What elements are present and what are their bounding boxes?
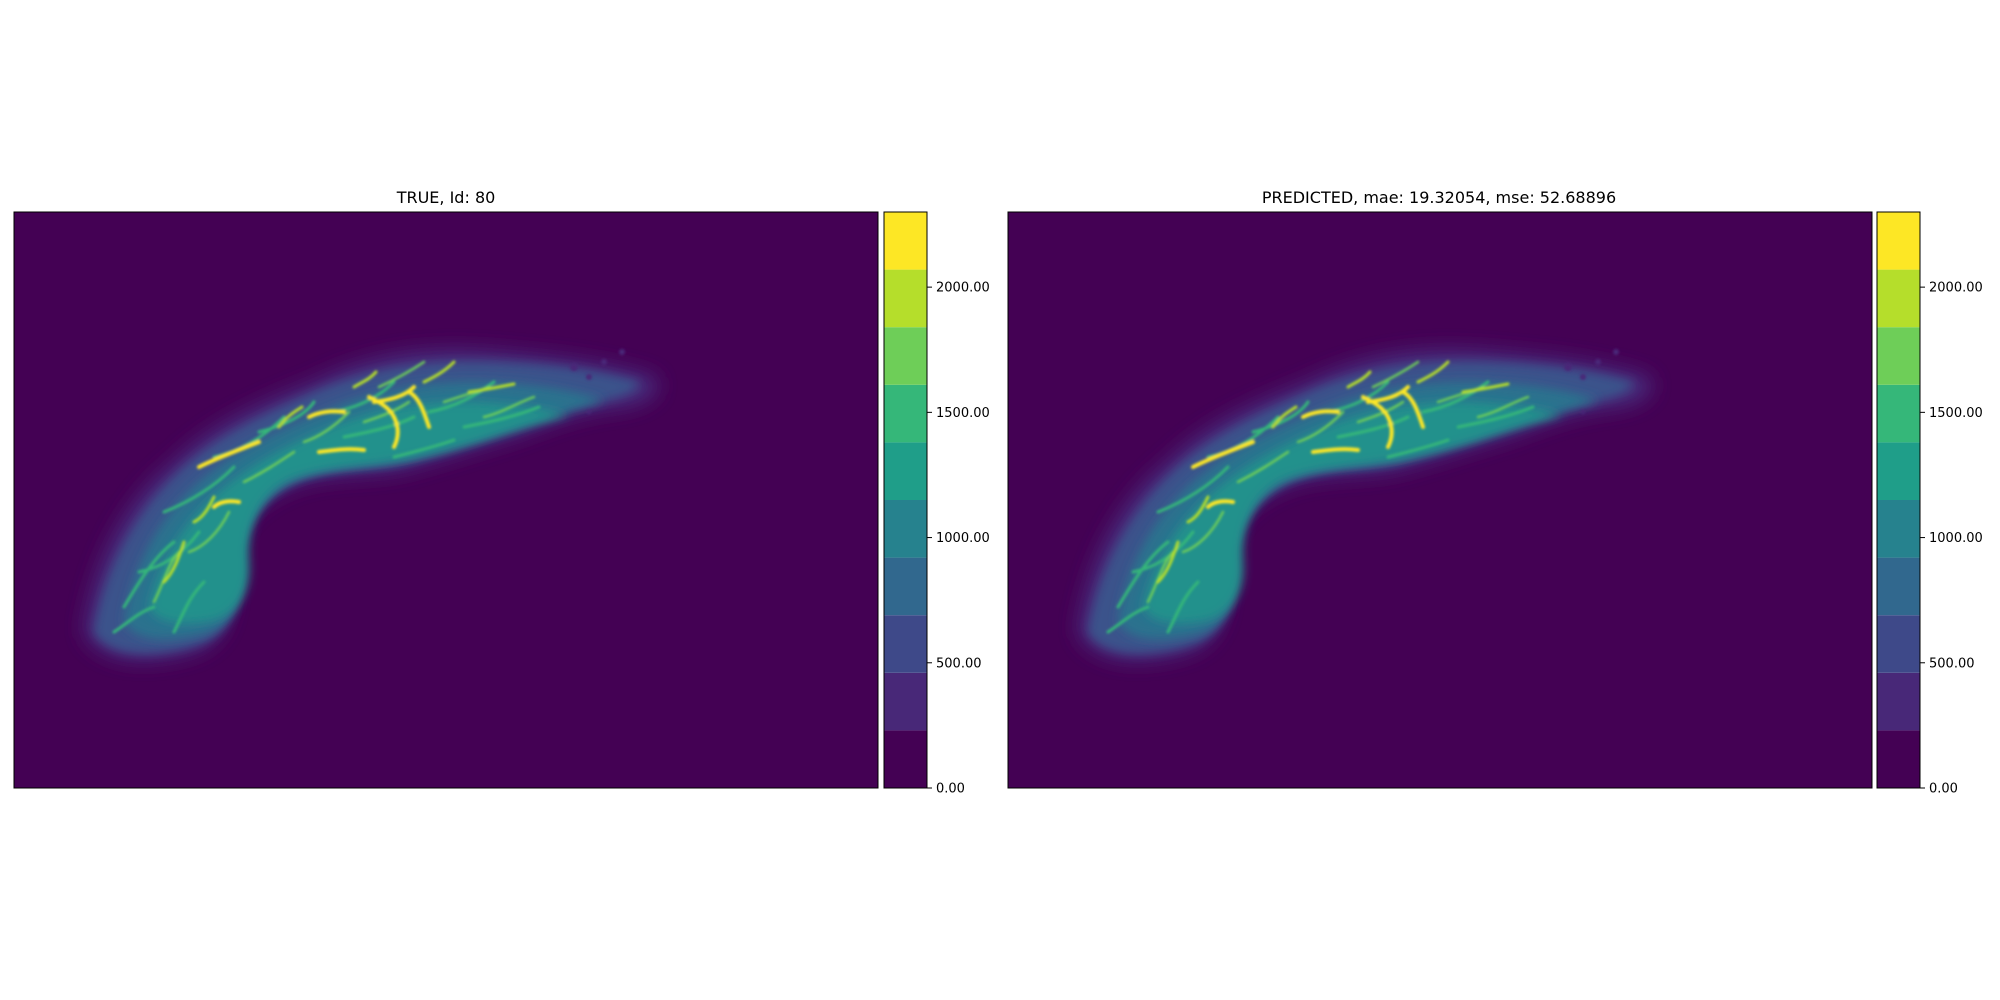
colorbar-segment [884,269,927,328]
colorbar-frame [1876,211,1921,789]
colorbar-segment [884,672,927,731]
colorbar-segment [884,500,927,558]
colorbar-segment [1877,500,1920,558]
colorbar-segment [884,557,927,616]
colorbar-tick-label: 2000.00 [1929,281,1983,296]
colorbar-tick-label: 1000.00 [1929,531,1983,546]
colorbar-tick-label: 500.00 [1929,656,1975,671]
colorbar-segment [1877,327,1920,385]
colorbar-segment [884,730,927,788]
colorbar-tick-label: 2000.00 [936,281,990,296]
map-predicted-frame [1007,211,1873,789]
colorbar-tick-label: 1000.00 [936,531,990,546]
colorbar-segment [1877,212,1920,270]
colorbar-segment [1877,442,1920,500]
panel-true: TRUE, Id: 80 0.00 500.00 1000.00 1500.00 200… [13,188,990,797]
colorbar-predicted: 0.00 500.00 1000.00 1500.00 2000.00 [1876,211,1983,797]
chart-title-true: TRUE, Id: 80 [396,188,496,207]
map-true-frame [13,211,879,789]
colorbar-segment [1877,672,1920,731]
panel-predicted: PREDICTED, mae: 19.32054, mse: 52.68896 … [1007,188,1983,797]
colorbar-segment [1877,730,1920,788]
colorbar-tick-label: 500.00 [936,656,982,671]
colorbar-frame [883,211,928,789]
colorbar-segment [884,384,927,443]
colorbar-segment [884,327,927,385]
colorbar-segment [884,442,927,500]
colorbar-segment [1877,384,1920,443]
colorbar-true: 0.00 500.00 1000.00 1500.00 2000.00 [883,211,990,797]
colorbar-segment [884,212,927,270]
colorbar-segment [1877,615,1920,673]
colorbar-tick-label: 0.00 [936,782,965,797]
colorbar-segment [884,615,927,673]
colorbar-tick-label: 1500.00 [936,406,990,421]
chart-title-predicted: PREDICTED, mae: 19.32054, mse: 52.68896 [1262,188,1616,207]
colorbar-tick-label: 0.00 [1929,782,1958,797]
colorbar-tick-label: 1500.00 [1929,406,1983,421]
colorbar-segment [1877,557,1920,616]
colorbar-segment [1877,269,1920,328]
